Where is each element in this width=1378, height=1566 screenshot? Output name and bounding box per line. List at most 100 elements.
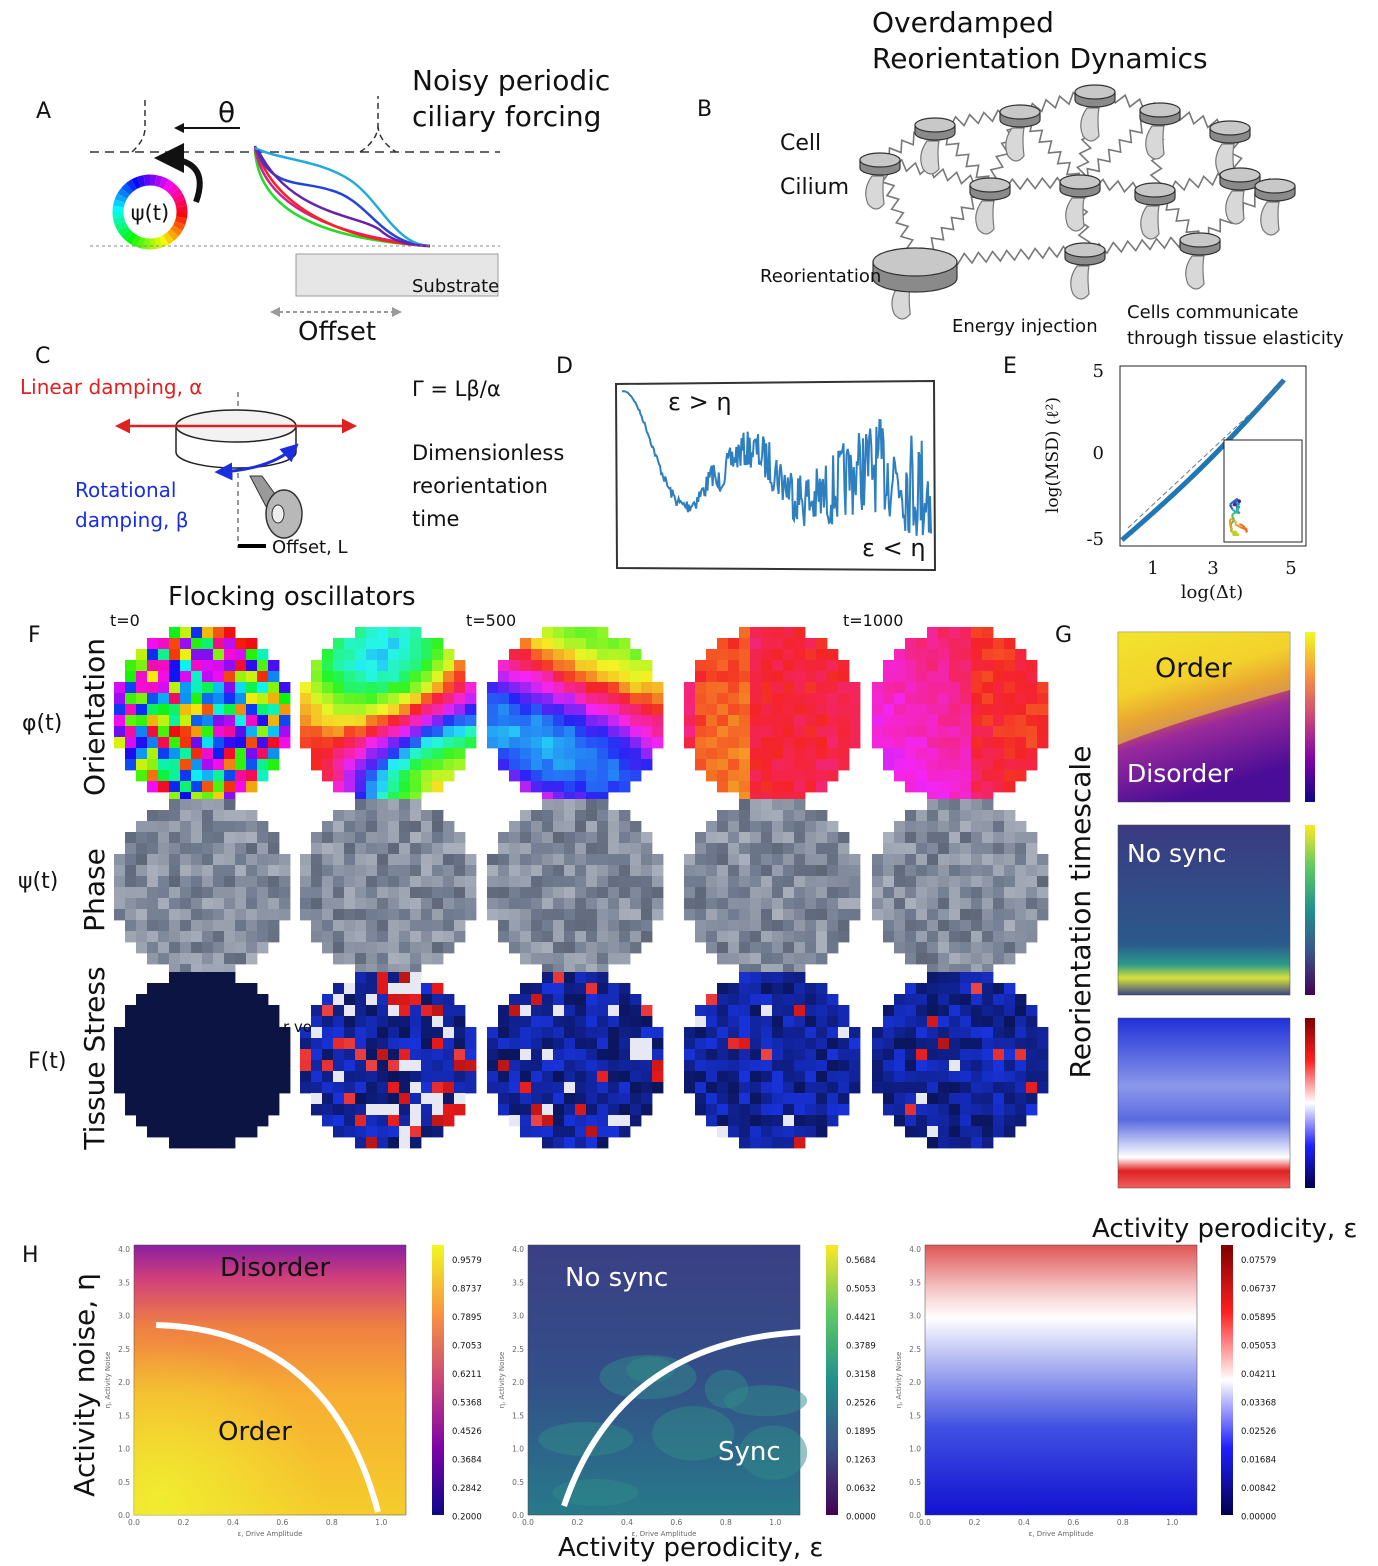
cell: [136, 832, 147, 843]
cell: [410, 1038, 421, 1049]
cell: [630, 759, 641, 770]
cell: [1026, 704, 1037, 715]
color-wheel: [175, 191, 178, 196]
cell: [410, 909, 421, 920]
cell: [421, 759, 432, 770]
cell: [575, 781, 586, 792]
cell: [235, 748, 246, 759]
cell: [377, 759, 388, 770]
cell: [750, 983, 761, 994]
cell: [838, 1027, 849, 1038]
cell: [498, 1104, 509, 1115]
cell: [125, 1005, 136, 1016]
cell: [531, 920, 542, 931]
cell: [257, 1093, 268, 1104]
cell: [938, 983, 949, 994]
cell: [531, 942, 542, 953]
cell: [783, 983, 794, 994]
cell: [509, 1104, 520, 1115]
cell: [202, 1093, 213, 1104]
cell: [531, 1027, 542, 1038]
cell: [794, 876, 805, 887]
cell: [783, 1115, 794, 1126]
cell: [268, 1071, 279, 1082]
cell: [838, 1071, 849, 1082]
cell: [202, 972, 213, 983]
cell: [191, 1093, 202, 1104]
cell: [235, 983, 246, 994]
cell: [257, 759, 268, 770]
cell: [608, 832, 619, 843]
cell: [564, 865, 575, 876]
cell: [520, 953, 531, 964]
cell: [971, 1049, 982, 1060]
cell: [564, 1049, 575, 1060]
cell: [608, 660, 619, 671]
cell: [772, 876, 783, 887]
cell: [235, 715, 246, 726]
cell: [960, 810, 971, 821]
cell: [410, 810, 421, 821]
cell: [575, 638, 586, 649]
cell: [641, 693, 652, 704]
cell: [377, 876, 388, 887]
cell: [421, 909, 432, 920]
cell: [366, 821, 377, 832]
cell: [586, 972, 597, 983]
cell: [136, 737, 147, 748]
cell: [849, 693, 860, 704]
cell: [872, 876, 883, 887]
cell: [630, 1049, 641, 1060]
cell: [728, 942, 739, 953]
cell: [949, 638, 960, 649]
cell: [597, 821, 608, 832]
cell: [993, 810, 1004, 821]
cell: [388, 649, 399, 660]
cilium: [1261, 202, 1279, 235]
cell: [553, 693, 564, 704]
cell: [739, 1071, 750, 1082]
cell: [761, 737, 772, 748]
cell: [333, 854, 344, 865]
cell: [388, 627, 399, 638]
cell: [772, 854, 783, 865]
cell: [805, 1016, 816, 1027]
cell: [388, 854, 399, 865]
cell: [695, 693, 706, 704]
cell: [971, 931, 982, 942]
cell: [257, 994, 268, 1005]
cell: [783, 953, 794, 964]
cell: [169, 994, 180, 1005]
cell: [432, 1049, 443, 1060]
cell: [531, 715, 542, 726]
cell: [191, 1016, 202, 1027]
cell: [454, 854, 465, 865]
cell: [213, 1038, 224, 1049]
cell: [883, 715, 894, 726]
diagram-label: through tissue elasticity: [1127, 328, 1344, 349]
cell: [311, 1005, 322, 1016]
cell: [213, 876, 224, 887]
cell: [805, 649, 816, 660]
cell: [279, 865, 290, 876]
cell: [761, 1071, 772, 1082]
cell: [783, 748, 794, 759]
cell: [960, 898, 971, 909]
cell: [399, 704, 410, 715]
cell: [564, 1104, 575, 1115]
cell: [641, 832, 652, 843]
tick-label: 1.5: [909, 1411, 921, 1420]
colorbar-tick: 0.5368: [452, 1399, 482, 1409]
cell: [805, 638, 816, 649]
cell: [333, 1049, 344, 1060]
cell: [1026, 909, 1037, 920]
cell: [706, 854, 717, 865]
cell: [695, 1093, 706, 1104]
cell: [1015, 671, 1026, 682]
cell: [971, 693, 982, 704]
cell: [399, 799, 410, 810]
cell: [652, 865, 663, 876]
cell: [410, 832, 421, 843]
cell: [432, 671, 443, 682]
cell-top: [1180, 233, 1220, 247]
